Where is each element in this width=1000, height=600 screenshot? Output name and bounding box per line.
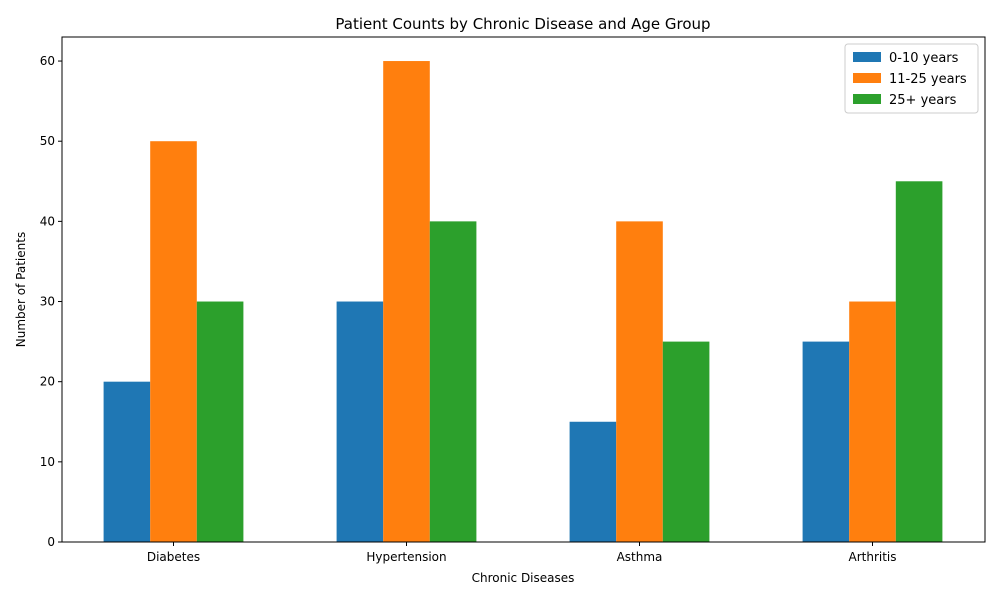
- y-axis: 0 10 20 30 40 50 60: [40, 54, 62, 549]
- bar-hypertension-3: [429, 221, 477, 542]
- y-tick-label: 0: [47, 535, 55, 549]
- y-tick-label: 10: [40, 455, 55, 469]
- legend-swatch: [853, 94, 881, 104]
- y-axis-label: Number of Patients: [14, 232, 28, 347]
- bar-diabetes-2: [150, 141, 197, 542]
- y-tick-label: 40: [40, 214, 55, 228]
- y-tick-label: 60: [40, 54, 55, 68]
- bar-arthritis-2: [849, 301, 896, 542]
- legend-label: 11-25 years: [889, 72, 967, 87]
- plot-area: [103, 61, 943, 543]
- x-tick-label: Asthma: [617, 550, 663, 564]
- plot-frame: [61, 36, 986, 543]
- x-axis-label: Chronic Diseases: [472, 571, 575, 585]
- bar-arthritis-3: [895, 181, 943, 543]
- y-tick-label: 30: [40, 295, 55, 309]
- bar-arthritis-1: [802, 341, 850, 542]
- bar-hypertension-1: [336, 301, 384, 542]
- legend-swatch: [853, 52, 881, 62]
- bar-asthma-3: [662, 341, 710, 542]
- chart-title: Patient Counts by Chronic Disease and Ag…: [335, 15, 710, 33]
- x-tick-label: Hypertension: [366, 550, 446, 564]
- y-tick-label: 50: [40, 134, 55, 148]
- x-axis: Diabetes Hypertension Asthma Arthritis: [147, 542, 897, 564]
- bar-asthma-1: [569, 421, 617, 542]
- bar-hypertension-2: [383, 61, 430, 543]
- x-tick-label: Arthritis: [848, 550, 896, 564]
- legend-label: 25+ years: [889, 93, 957, 108]
- legend: 0-10 years 11-25 years 25+ years: [844, 43, 979, 114]
- x-tick-label: Diabetes: [147, 550, 200, 564]
- bar-diabetes-1: [103, 381, 151, 542]
- bar-diabetes-3: [196, 301, 244, 542]
- legend-swatch: [853, 73, 881, 83]
- legend-label: 0-10 years: [889, 51, 959, 66]
- bar-asthma-2: [616, 221, 663, 542]
- y-tick-label: 20: [40, 375, 55, 389]
